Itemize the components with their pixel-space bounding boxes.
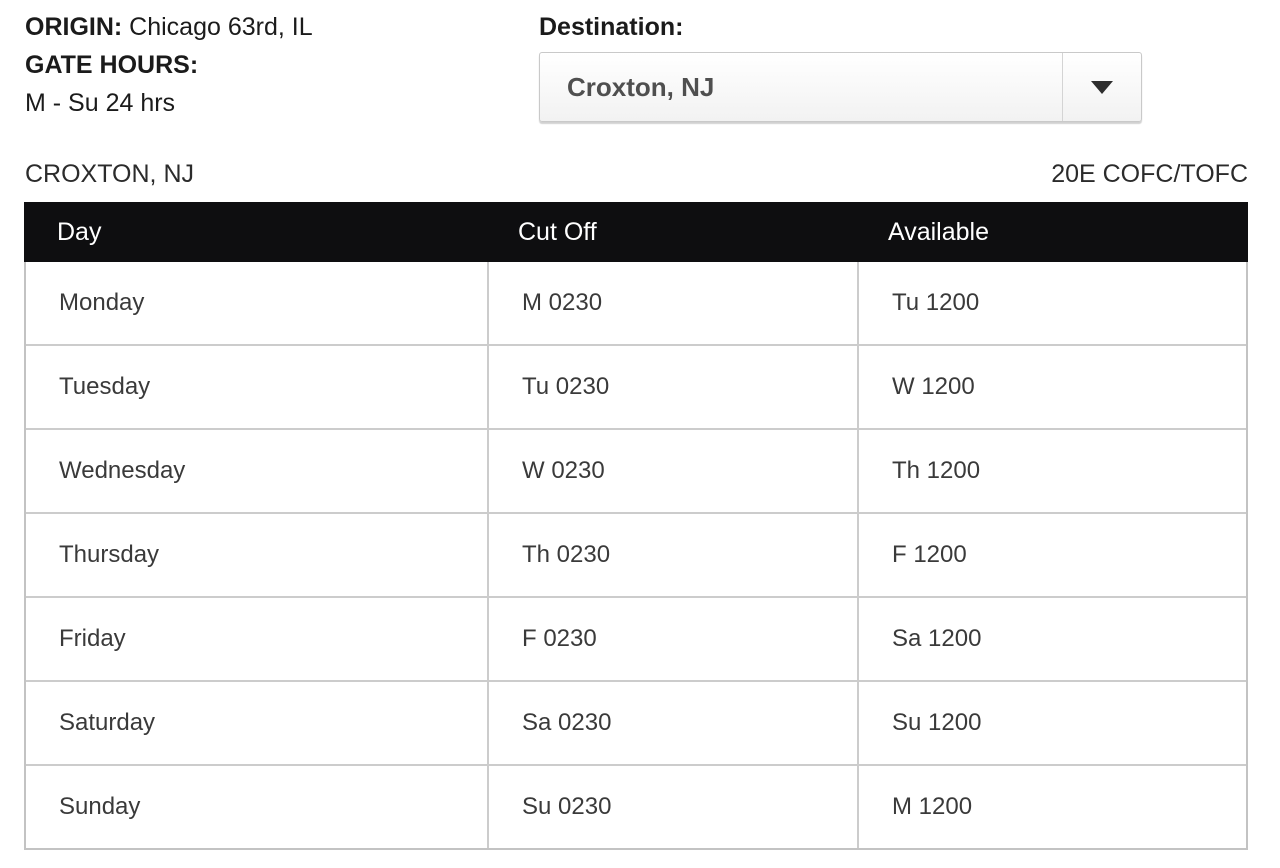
table-row: Tuesday Tu 0230 W 1200 xyxy=(26,346,1246,430)
chevron-down-icon xyxy=(1091,80,1113,94)
table-header-row: Day Cut Off Available xyxy=(24,202,1248,262)
cell-day: Saturday xyxy=(59,709,156,736)
table-row: Wednesday W 0230 Th 1200 xyxy=(26,430,1246,514)
cell-cutoff: Sa 0230 xyxy=(487,682,857,764)
schedule-table: Day Cut Off Available Monday M 0230 Tu 1… xyxy=(24,202,1248,850)
gate-hours-label: GATE HOURS: xyxy=(25,51,199,79)
cell-cutoff: Su 0230 xyxy=(487,766,857,848)
table-row: Monday M 0230 Tu 1200 xyxy=(26,262,1246,346)
cell-cutoff: M 0230 xyxy=(487,262,857,344)
cell-day: Monday xyxy=(59,289,145,316)
table-row: Thursday Th 0230 F 1200 xyxy=(26,514,1246,598)
table-row: Sunday Su 0230 M 1200 xyxy=(26,766,1246,848)
header-day: Day xyxy=(57,217,102,246)
cell-day: Friday xyxy=(59,625,126,652)
cell-available: Tu 1200 xyxy=(857,262,1246,344)
origin-line: ORIGIN: Chicago 63rd, IL xyxy=(25,8,313,46)
cell-cutoff: Th 0230 xyxy=(487,514,857,596)
cell-available: F 1200 xyxy=(857,514,1246,596)
header-cutoff: Cut Off xyxy=(518,217,597,246)
service-code: 20E COFC/TOFC xyxy=(1051,160,1248,188)
cell-available: Th 1200 xyxy=(857,430,1246,512)
cell-cutoff: W 0230 xyxy=(487,430,857,512)
dropdown-arrow-button[interactable] xyxy=(1062,53,1141,121)
table-row: Friday F 0230 Sa 1200 xyxy=(26,598,1246,682)
cell-day: Sunday xyxy=(59,793,141,820)
cell-available: M 1200 xyxy=(857,766,1246,848)
destination-selected-value: Croxton, NJ xyxy=(567,71,715,102)
cell-cutoff: F 0230 xyxy=(487,598,857,680)
cell-day: Thursday xyxy=(59,541,160,568)
gate-hours-value: M - Su 24 hrs xyxy=(25,89,176,117)
cell-available: Sa 1200 xyxy=(857,598,1246,680)
cell-day: Tuesday xyxy=(59,373,151,400)
header-available: Available xyxy=(888,217,990,246)
cell-day: Wednesday xyxy=(59,457,186,484)
table-row: Saturday Sa 0230 Su 1200 xyxy=(26,682,1246,766)
table-body: Monday M 0230 Tu 1200 Tuesday Tu 0230 W … xyxy=(24,262,1248,850)
origin-info-block: ORIGIN: Chicago 63rd, IL GATE HOURS: M -… xyxy=(25,8,313,122)
schedule-section-header: CROXTON, NJ 20E COFC/TOFC xyxy=(25,160,1248,189)
destination-select[interactable]: Croxton, NJ xyxy=(539,52,1142,122)
cell-available: W 1200 xyxy=(857,346,1246,428)
origin-value: Chicago 63rd, IL xyxy=(122,13,313,41)
cell-cutoff: Tu 0230 xyxy=(487,346,857,428)
cell-available: Su 1200 xyxy=(857,682,1246,764)
origin-label: ORIGIN: xyxy=(25,13,123,41)
destination-label: Destination: xyxy=(539,13,684,41)
terminal-name: CROXTON, NJ xyxy=(25,160,194,188)
